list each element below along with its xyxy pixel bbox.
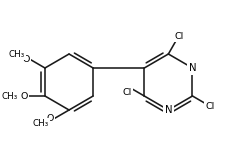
Text: Cl: Cl bbox=[175, 32, 184, 41]
Text: N: N bbox=[189, 63, 196, 73]
Text: CH₃: CH₃ bbox=[32, 119, 49, 128]
Text: N: N bbox=[164, 105, 172, 115]
Text: O: O bbox=[20, 91, 28, 101]
Text: CH₃: CH₃ bbox=[8, 50, 25, 59]
Text: CH₃: CH₃ bbox=[2, 91, 18, 101]
Text: Cl: Cl bbox=[206, 101, 215, 110]
Text: Cl: Cl bbox=[123, 88, 132, 97]
Text: O: O bbox=[23, 55, 30, 64]
Text: O: O bbox=[47, 114, 54, 123]
